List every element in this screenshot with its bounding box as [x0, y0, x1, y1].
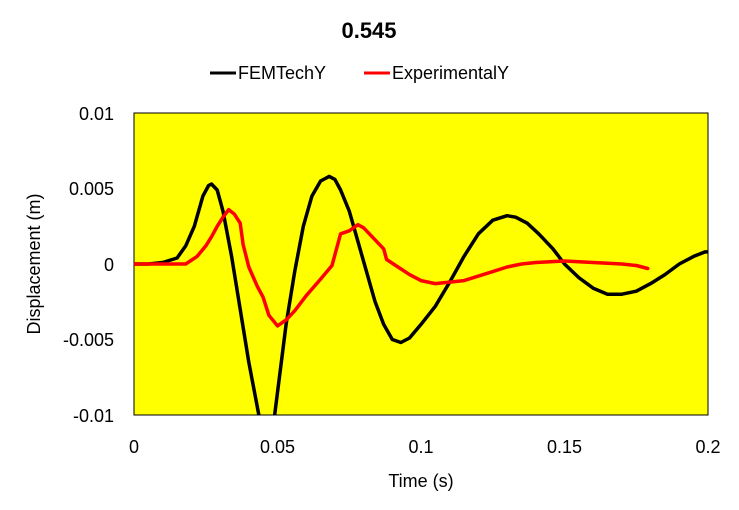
x-tick-label: 0: [129, 437, 139, 457]
x-tick-label: 0.1: [408, 437, 433, 457]
y-tick-label: -0.01: [73, 406, 114, 426]
x-tick-label: 0.05: [260, 437, 295, 457]
x-tick-label: 0.15: [547, 437, 582, 457]
y-tick-label: 0: [104, 255, 114, 275]
y-tick-label: 0.01: [79, 104, 114, 124]
series-line-experimentaly: [134, 207, 650, 328]
legend-label-experimentaly: ExperimentalY: [392, 63, 509, 83]
y-tick-label: 0.005: [69, 179, 114, 199]
x-tick-label: 0.2: [695, 437, 720, 457]
y-axis-label: Displacement (m): [24, 193, 44, 334]
legend-label-femtechy: FEMTechY: [238, 63, 326, 83]
series-line-femtechy: [134, 174, 708, 415]
legend: FEMTechY ExperimentalY: [210, 63, 509, 83]
chart-title: 0.545: [341, 18, 396, 43]
x-axis-label: Time (s): [388, 471, 453, 491]
y-tick-label: -0.005: [63, 330, 114, 350]
